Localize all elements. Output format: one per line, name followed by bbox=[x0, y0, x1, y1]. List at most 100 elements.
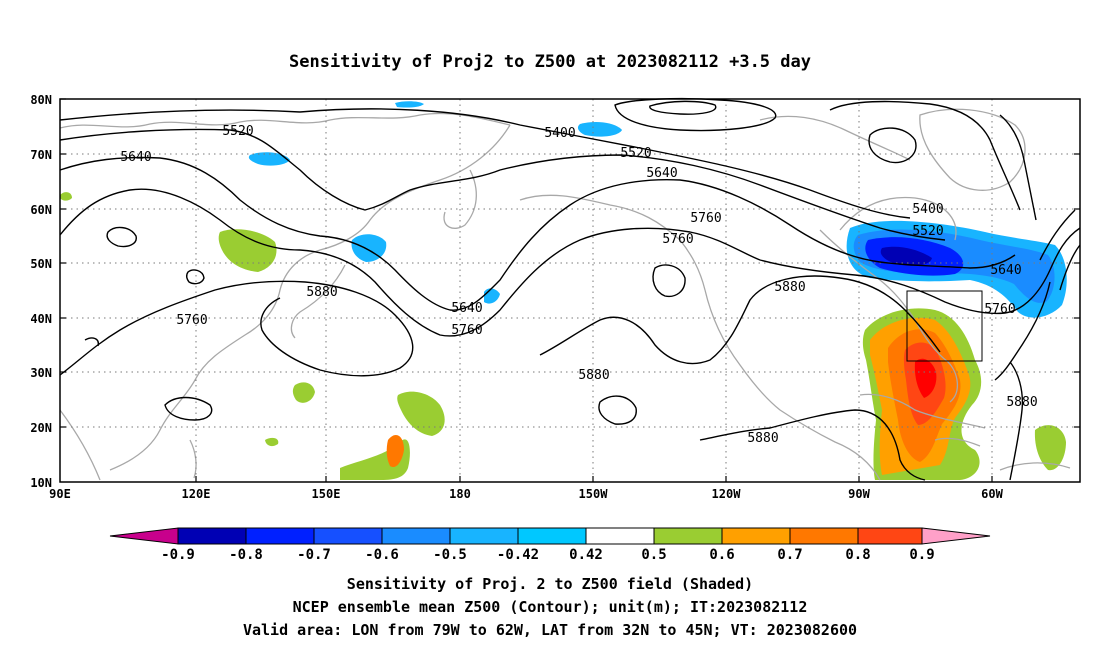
colorbar-label-1: -0.9 bbox=[161, 547, 195, 563]
colorbar-swatch-1 bbox=[177, 527, 247, 545]
lon-label-180: 180 bbox=[449, 487, 471, 501]
colorbar-swatch-8 bbox=[653, 527, 723, 545]
contour-5520 bbox=[59, 128, 946, 241]
contour-low-greenland bbox=[868, 127, 917, 164]
contour-5880-east bbox=[1009, 361, 1024, 481]
coast-kamchatka bbox=[443, 169, 477, 229]
colorbar-swatch-6 bbox=[517, 527, 587, 545]
coast-alaska bbox=[519, 194, 706, 291]
colorbar-label-6: -0.42 bbox=[497, 547, 539, 563]
lon-label-90w: 90W bbox=[848, 487, 870, 501]
contour-label-5520-center: 5520 bbox=[620, 146, 651, 161]
coast-caribbean bbox=[934, 437, 981, 447]
contour-label-5760-center: 5760 bbox=[690, 211, 721, 226]
contour-label-5640-center: 5640 bbox=[646, 166, 677, 181]
colorbar-swatch-4 bbox=[381, 527, 451, 545]
colorbar: -0.9 -0.8 -0.7 -0.6 -0.5 -0.42 0.42 0.5 … bbox=[109, 527, 991, 563]
coast-south-america bbox=[999, 462, 1071, 471]
coast-greenland bbox=[919, 108, 1026, 191]
colorbar-label-7: 0.42 bbox=[569, 547, 603, 563]
colorbar-label-9: 0.6 bbox=[709, 547, 734, 563]
lon-label-90e: 90E bbox=[49, 487, 71, 501]
coastlines bbox=[59, 108, 1071, 481]
colorbar-label-12: 0.9 bbox=[909, 547, 934, 563]
negative-patch-arctic-1 bbox=[577, 122, 622, 137]
lat-label-30n: 30N bbox=[30, 366, 52, 380]
colorbar-label-3: -0.7 bbox=[297, 547, 331, 563]
lat-label-10n: 10N bbox=[30, 476, 52, 490]
contour-label-5880-west: 5880 bbox=[306, 285, 337, 300]
positive-patch-pacific-1 bbox=[292, 382, 315, 403]
negative-patch-atlantic-core2 bbox=[880, 246, 932, 266]
coast-hudson bbox=[839, 196, 957, 241]
positive-patch-pacific-4 bbox=[265, 437, 279, 447]
colorbar-swatch-2 bbox=[245, 527, 315, 545]
contour-5880-south bbox=[699, 409, 926, 481]
contour-label-5400-center: 5400 bbox=[544, 126, 575, 141]
lon-label-120e: 120E bbox=[182, 487, 211, 501]
contour-label-5760-center2: 5760 bbox=[662, 232, 693, 247]
contour-5880 bbox=[59, 280, 414, 377]
negative-patch-siberia bbox=[248, 152, 290, 166]
colorbar-swatch-5 bbox=[449, 527, 519, 545]
colorbar-left-triangle bbox=[109, 527, 179, 545]
coast-eurasia-north bbox=[59, 112, 511, 129]
contour-label-5640-west: 5640 bbox=[120, 150, 151, 165]
contour-label-5520-west: 5520 bbox=[222, 124, 253, 139]
positive-patch-atlantic-east bbox=[1034, 425, 1066, 471]
caption-line-1: Sensitivity of Proj. 2 to Z500 field (Sh… bbox=[347, 575, 753, 593]
coast-philippines bbox=[189, 439, 197, 479]
lat-label-50n: 50N bbox=[30, 257, 52, 271]
coast-gulf bbox=[859, 393, 986, 429]
contour-greenland-trough bbox=[829, 100, 1021, 211]
contour-india bbox=[84, 337, 99, 347]
lon-label-120w: 120W bbox=[712, 487, 742, 501]
colorbar-label-11: 0.8 bbox=[845, 547, 870, 563]
caption-line-3: Valid area: LON from 79W to 62W, LAT fro… bbox=[243, 621, 857, 639]
colorbar-label-2: -0.8 bbox=[229, 547, 263, 563]
contour-label-5760-east: 5760 bbox=[984, 302, 1015, 317]
contour-5880-pacific bbox=[539, 275, 941, 365]
lon-label-150e: 150E bbox=[312, 487, 341, 501]
caption-line-2: NCEP ensemble mean Z500 (Contour); unit(… bbox=[293, 598, 808, 616]
contour-5640 bbox=[59, 156, 1016, 311]
contour-label-5880-center: 5880 bbox=[774, 280, 805, 295]
coast-india bbox=[59, 409, 101, 481]
z500-contours bbox=[59, 97, 1081, 481]
positive-patch-japan bbox=[218, 229, 277, 272]
coast-north-america-west bbox=[704, 289, 881, 481]
coast-japan bbox=[290, 264, 346, 339]
contour-greenland-trough2 bbox=[999, 114, 1037, 221]
colorbar-swatch-11 bbox=[857, 527, 923, 545]
contour-east-2 bbox=[1059, 244, 1081, 291]
positive-patch-gulfstream-core bbox=[914, 358, 937, 398]
colorbar-swatch-10 bbox=[789, 527, 859, 545]
contour-label-5760-dateline: 5760 bbox=[451, 323, 482, 338]
valid-area-box bbox=[906, 290, 983, 362]
contour-label-5400-east: 5400 bbox=[912, 202, 943, 217]
contour-east-1 bbox=[1039, 209, 1076, 261]
positive-patch-pacific-2 bbox=[397, 391, 445, 436]
contour-5880-east2 bbox=[994, 281, 1051, 381]
figure-title: Sensitivity of Proj2 to Z500 at 20230821… bbox=[289, 52, 811, 72]
coast-canada-arctic bbox=[759, 115, 911, 161]
colorbar-label-8: 0.5 bbox=[641, 547, 666, 563]
contour-labels: 5520 5640 5400 5520 5640 5760 5760 5400 … bbox=[120, 124, 1037, 446]
positive-patch-pacific-3o bbox=[386, 435, 404, 468]
longitude-labels: 90E 120E 150E 180 150W 120W 90W 60W bbox=[49, 487, 1003, 501]
lat-label-70n: 70N bbox=[30, 148, 52, 162]
contour-high-siberia2 bbox=[185, 269, 205, 285]
map-panel: 5520 5640 5400 5520 5640 5760 5760 5400 … bbox=[30, 93, 1081, 501]
contour-label-5880-pacific: 5880 bbox=[578, 368, 609, 383]
colorbar-swatch-7 bbox=[585, 527, 655, 545]
lon-label-60w: 60W bbox=[981, 487, 1003, 501]
contour-high-siberia bbox=[106, 226, 137, 248]
tick-marks bbox=[60, 98, 1080, 482]
map-frame bbox=[59, 98, 1081, 483]
contour-label-5880-east: 5880 bbox=[1006, 395, 1037, 410]
lat-label-80n: 80N bbox=[30, 93, 52, 107]
lat-label-20n: 20N bbox=[30, 421, 52, 435]
contour-label-5640-dateline: 5640 bbox=[451, 301, 482, 316]
lat-label-40n: 40N bbox=[30, 312, 52, 326]
